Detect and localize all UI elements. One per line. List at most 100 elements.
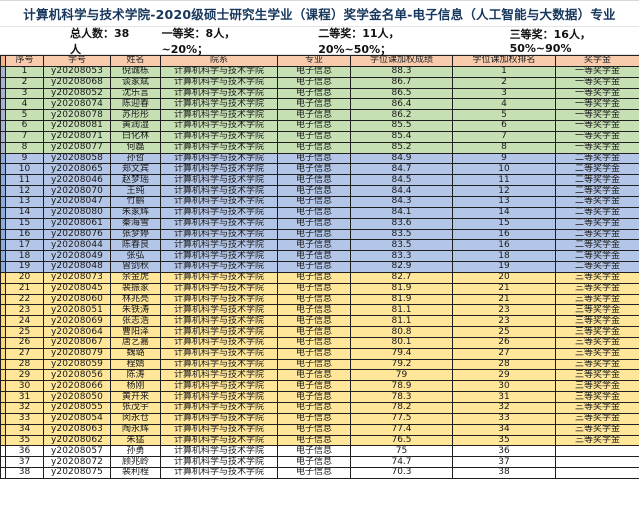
cell-no[interactable]: 33 — [5, 412, 44, 425]
cell-rank[interactable]: 1 — [452, 65, 556, 78]
cell-no[interactable]: 23 — [5, 304, 44, 317]
cell-score[interactable]: 77.5 — [350, 412, 453, 425]
cell-name[interactable]: 王纯 — [110, 185, 161, 197]
cell-rank[interactable]: 19 — [452, 261, 556, 273]
cell-no[interactable]: 4 — [5, 98, 44, 111]
cell-score[interactable]: 84.5 — [350, 174, 453, 187]
cell-no[interactable]: 17 — [5, 239, 44, 252]
cell-student-id[interactable]: y20208064 — [43, 326, 111, 338]
cell-name[interactable]: 杨刚 — [110, 380, 161, 393]
cell-name[interactable]: 裴振家 — [110, 282, 161, 295]
cell-rank[interactable]: 31 — [452, 391, 556, 403]
cell-score[interactable]: 81.9 — [350, 282, 453, 295]
cell-department[interactable]: 计算机科学与技术学院 — [160, 250, 278, 263]
cell-rank[interactable]: 38 — [452, 467, 556, 479]
cell-rank[interactable]: 11 — [452, 174, 556, 187]
cell-score[interactable]: 81.1 — [350, 315, 453, 328]
cell-no[interactable]: 1 — [5, 65, 44, 78]
cell-rank[interactable]: 34 — [452, 423, 556, 436]
cell-major[interactable]: 电子信息 — [277, 467, 351, 479]
cell-major[interactable]: 电子信息 — [277, 326, 351, 338]
cell-score[interactable]: 86.4 — [350, 98, 453, 111]
cell-name[interactable]: 陶永辉 — [110, 423, 161, 436]
cell-major[interactable]: 电子信息 — [277, 228, 351, 241]
cell-student-id[interactable]: y20208056 — [43, 369, 111, 382]
cell-award[interactable]: 二等奖学金 — [555, 206, 639, 219]
cell-major[interactable]: 电子信息 — [277, 369, 351, 382]
cell-major[interactable]: 电子信息 — [277, 76, 351, 89]
cell-name[interactable]: 张弘 — [110, 250, 161, 263]
cell-department[interactable]: 计算机科学与技术学院 — [160, 347, 278, 360]
cell-student-id[interactable]: y20208052 — [43, 87, 111, 100]
cell-award[interactable]: 二等奖学金 — [555, 261, 639, 273]
cell-major[interactable]: 电子信息 — [277, 185, 351, 197]
cell-rank[interactable]: 9 — [452, 152, 556, 165]
cell-award[interactable]: 二等奖学金 — [555, 163, 639, 176]
cell-major[interactable]: 电子信息 — [277, 347, 351, 360]
cell-score[interactable]: 74.7 — [350, 456, 453, 469]
cell-name[interactable]: 裴利程 — [110, 467, 161, 479]
cell-score[interactable]: 84.3 — [350, 195, 453, 208]
cell-student-id[interactable]: y20208044 — [43, 239, 111, 252]
cell-department[interactable]: 计算机科学与技术学院 — [160, 445, 278, 458]
cell-award[interactable]: 三等奖学金 — [555, 434, 639, 447]
cell-score[interactable]: 83.6 — [350, 217, 453, 230]
cell-score[interactable]: 82.7 — [350, 271, 453, 284]
cell-no[interactable]: 19 — [5, 261, 44, 273]
cell-department[interactable]: 计算机科学与技术学院 — [160, 109, 278, 122]
cell-rank[interactable]: 37 — [452, 456, 556, 469]
cell-name[interactable]: 倪诚栋 — [110, 65, 161, 78]
cell-no[interactable]: 27 — [5, 347, 44, 360]
cell-name[interactable]: 唐艺嘉 — [110, 336, 161, 349]
cell-award[interactable]: 一等奖学金 — [555, 109, 639, 122]
cell-major[interactable]: 电子信息 — [277, 98, 351, 111]
cell-score[interactable]: 83.5 — [350, 228, 453, 241]
cell-score[interactable]: 85.4 — [350, 130, 453, 143]
cell-award[interactable]: 一等奖学金 — [555, 87, 639, 100]
cell-score[interactable]: 79.4 — [350, 347, 453, 360]
cell-student-id[interactable]: y20208048 — [43, 261, 111, 273]
cell-no[interactable]: 36 — [5, 445, 44, 458]
cell-major[interactable]: 电子信息 — [277, 445, 351, 458]
cell-award[interactable]: 三等奖学金 — [555, 358, 639, 371]
cell-award[interactable]: 二等奖学金 — [555, 250, 639, 263]
cell-student-id[interactable]: y20208055 — [43, 402, 111, 414]
cell-score[interactable]: 84.7 — [350, 163, 453, 176]
cell-department[interactable]: 计算机科学与技术学院 — [160, 141, 278, 154]
cell-name[interactable]: 曹阳泽 — [110, 326, 161, 338]
cell-name[interactable]: 张志浩 — [110, 315, 161, 328]
cell-student-id[interactable]: y20208078 — [43, 109, 111, 122]
cell-major[interactable]: 电子信息 — [277, 250, 351, 263]
cell-student-id[interactable]: y20208061 — [43, 217, 111, 230]
cell-rank[interactable]: 12 — [452, 185, 556, 197]
cell-no[interactable]: 13 — [5, 195, 44, 208]
cell-no[interactable]: 9 — [5, 152, 44, 165]
column-header-weighted-rank[interactable]: 学位课加权排名 — [452, 55, 556, 67]
cell-name[interactable]: 赵梦瑶 — [110, 174, 161, 187]
cell-rank[interactable]: 27 — [452, 347, 556, 360]
cell-name[interactable]: 张茂宇 — [110, 402, 161, 414]
cell-department[interactable]: 计算机科学与技术学院 — [160, 98, 278, 111]
column-header-major[interactable]: 专业 — [277, 55, 351, 67]
cell-rank[interactable]: 10 — [452, 163, 556, 176]
cell-department[interactable]: 计算机科学与技术学院 — [160, 120, 278, 132]
cell-award[interactable]: 三等奖学金 — [555, 380, 639, 393]
cell-rank[interactable]: 33 — [452, 412, 556, 425]
cell-department[interactable]: 计算机科学与技术学院 — [160, 206, 278, 219]
cell-major[interactable]: 电子信息 — [277, 65, 351, 78]
cell-student-id[interactable]: y20208046 — [43, 174, 111, 187]
cell-no[interactable]: 21 — [5, 282, 44, 295]
cell-no[interactable]: 20 — [5, 271, 44, 284]
cell-student-id[interactable]: y20208068 — [43, 76, 111, 89]
cell-name[interactable]: 陈春良 — [110, 239, 161, 252]
cell-no[interactable]: 30 — [5, 380, 44, 393]
cell-major[interactable]: 电子信息 — [277, 304, 351, 317]
cell-student-id[interactable]: y20208059 — [43, 358, 111, 371]
cell-name[interactable]: 曾剑秋 — [110, 261, 161, 273]
cell-student-id[interactable]: y20208072 — [43, 456, 111, 469]
cell-score[interactable]: 80.1 — [350, 336, 453, 349]
cell-no[interactable]: 34 — [5, 423, 44, 436]
cell-major[interactable]: 电子信息 — [277, 163, 351, 176]
cell-award[interactable]: 一等奖学金 — [555, 141, 639, 154]
cell-rank[interactable]: 26 — [452, 336, 556, 349]
